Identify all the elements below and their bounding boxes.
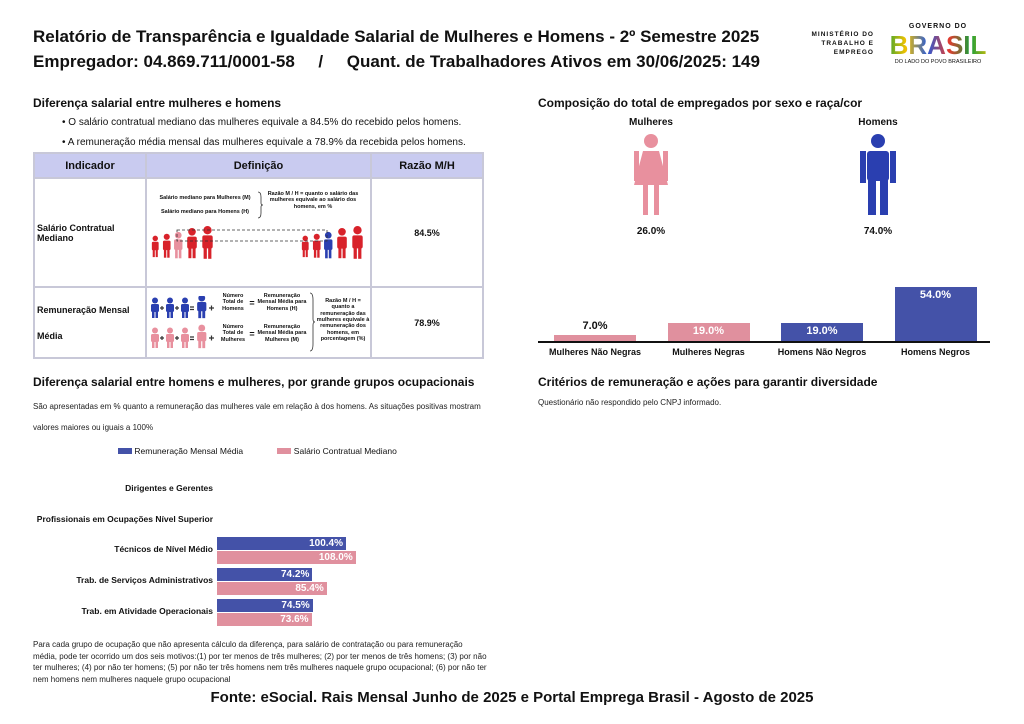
bar-category-label: Mulheres Negras	[672, 347, 745, 357]
gov-tag: DO LADO DO POVO BRASILEIRO	[894, 59, 982, 65]
salary-table: Indicador Definição Razão M/H Salário Cont…	[33, 152, 484, 359]
x-axis	[538, 341, 990, 343]
employer-info: Empregador: 04.869.711/0001-58 / Quant. …	[33, 52, 760, 71]
group-label: Profissionais em Ocupações Nível Superio…	[36, 514, 213, 524]
def-line: Remuneração Mensal Média para Homens (H)	[257, 293, 307, 312]
gov-top: GOVERNO DO	[908, 23, 968, 30]
def-line: Número Total de Mulheres	[220, 324, 246, 343]
legend-sal: Salário Contratual Mediano	[293, 446, 397, 456]
bar-category-label: Mulheres Não Negras	[548, 347, 642, 357]
group-label: Trab. em Atividade Operacionais	[81, 606, 213, 617]
footnote: Para cada grupo de ocupação que não apre…	[33, 640, 487, 684]
indicator: Salário Contratual Mediano	[33, 177, 147, 288]
definition-diagram: Salário mediano para Mulheres (M) Salári…	[145, 177, 372, 288]
men-pct: 74.0%	[863, 226, 893, 237]
bar-sal: 108.0%	[217, 550, 356, 564]
man-icon	[860, 134, 896, 215]
bar-category-label: Homens Negros	[900, 347, 971, 357]
legend-swatch-sal	[277, 448, 292, 454]
col-definition: Definição	[145, 152, 372, 179]
occupational-desc: São apresentadas em % quanto a remuneraç…	[33, 402, 481, 432]
group-label: Dirigentes e Gerentes	[125, 483, 213, 493]
def-line: Salário mediano para Homens (H)	[160, 209, 250, 215]
bar: 19.0%	[667, 322, 750, 342]
group-label: Técnicos de Nível Médio	[114, 544, 213, 554]
legend-swatch-rem	[118, 448, 132, 454]
bar: 54.0%	[894, 286, 977, 342]
bar-rem: 100.4%	[217, 537, 346, 550]
woman-icon	[634, 134, 668, 215]
bar-sal: 73.6%	[217, 612, 312, 626]
footer-source: Fonte: eSocial. Rais Mensal Junho de 202…	[210, 689, 814, 706]
composition-title: Composição do total de empregados por se…	[538, 96, 863, 110]
bar-rem: 74.2%	[217, 568, 313, 582]
bar: 19.0%	[781, 322, 863, 342]
salary-gap-title: Diferença salarial entre mulheres e home…	[33, 96, 282, 110]
people-icons	[151, 226, 363, 259]
occupational-title: Diferença salarial entre homens e mulher…	[33, 375, 475, 389]
def-line: Remuneração Mensal Média para Mulheres (…	[257, 324, 307, 343]
bar-value-label: 19.0%	[692, 324, 725, 337]
def-note: Razão M / H = quanto o salário das mulhe…	[267, 191, 359, 210]
brace-icon	[257, 191, 263, 219]
bar: 7.0%	[554, 320, 636, 342]
bullet-2: • A remuneração média mensal das mulhere…	[62, 137, 466, 148]
women-pct: 26.0%	[636, 226, 666, 237]
bar-value-label: 54.0%	[919, 288, 952, 301]
bar-sal: 85.4%	[217, 581, 327, 595]
brace-icon	[309, 292, 315, 352]
table-row: Remuneração Mensal Média Número Total de…	[33, 286, 484, 359]
gov-brasil-logo: GOVERNO DO BRASIL DO LADO DO POVO BRASIL…	[884, 22, 992, 66]
col-indicator: Indicador	[33, 152, 147, 179]
bar-category-label: Homens Não Negros	[777, 347, 867, 357]
women-label: Mulheres	[629, 117, 673, 128]
ministry-logo: MINISTÉRIO DO TRABALHO E EMPREGO	[811, 31, 874, 56]
legend-rem: Remuneração Mensal Média	[134, 446, 244, 456]
table-row: Salário Contratual Mediano Salário media…	[33, 177, 484, 288]
gov-brand: BRASIL	[884, 31, 992, 59]
col-ratio: Razão M/H	[370, 152, 484, 179]
bar-value-label: 19.0%	[806, 324, 838, 337]
indicator: Remuneração Mensal Média	[33, 286, 147, 359]
equals-icon: =	[249, 329, 255, 339]
equals-icon: =	[249, 298, 255, 308]
report-title: Relatório de Transparência e Igualdade S…	[33, 27, 760, 46]
definition-diagram: Número Total de Homens = Remuneração Men…	[145, 286, 372, 359]
ratio: 84.5%	[370, 177, 484, 288]
bar-rem: 74.5%	[217, 599, 313, 613]
ratio: 78.9%	[370, 286, 484, 359]
people-sum-icons	[151, 296, 214, 349]
criteria-text: Questionário não respondido pelo CNPJ in…	[538, 398, 722, 407]
criteria-title: Critérios de remuneração e ações para ga…	[538, 375, 878, 389]
def-line: Número Total de Homens	[222, 293, 244, 312]
bullet-1: • O salário contratual mediano das mulhe…	[62, 117, 462, 128]
def-line: Salário mediano para Mulheres (M)	[159, 195, 251, 201]
bar-value-label: 7.0%	[582, 319, 608, 332]
group-label: Trab. de Serviços Administrativos	[76, 575, 213, 586]
legend: Remuneração Mensal Média Salário Contrat…	[118, 446, 397, 456]
men-label: Homens	[858, 117, 898, 128]
def-note: Razão M / H = quanto a remuneração das m…	[316, 298, 370, 342]
